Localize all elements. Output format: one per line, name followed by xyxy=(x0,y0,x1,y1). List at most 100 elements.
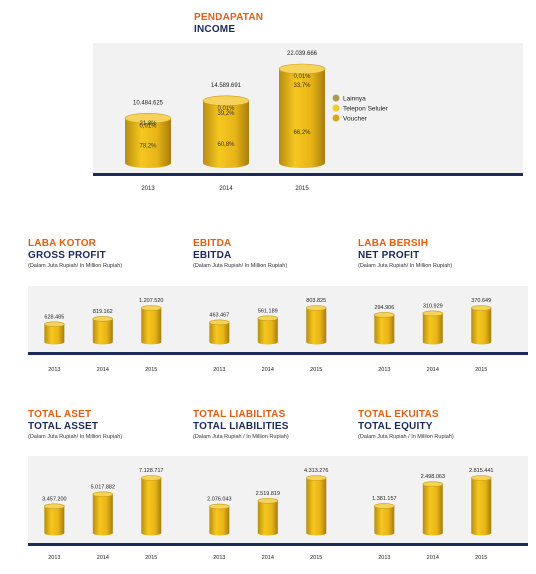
data-label: 3.457.200 xyxy=(42,496,66,502)
income-total-label: 14.589.691 xyxy=(211,83,242,89)
income-lainnya-label: 0,01% xyxy=(293,74,311,80)
income-seluler-label: 39,2% xyxy=(217,111,235,117)
income-bar xyxy=(202,95,250,168)
data-label: 819.162 xyxy=(93,309,113,315)
legend-swatch xyxy=(332,94,340,102)
bar xyxy=(257,315,279,345)
bar xyxy=(92,491,114,536)
data-label: 628.485 xyxy=(44,314,64,320)
chart-baseline xyxy=(28,352,198,355)
bar xyxy=(305,305,327,345)
small-chart-svg: 294.906 2013 310.929 2014 370.649 2015 xyxy=(374,298,492,373)
small-chart-svg: 463.467 2013 561.189 2014 803.825 2015 xyxy=(209,298,327,373)
chart-subtitle: (Dalam Juta Rupiah/ In Million Rupiah) xyxy=(358,263,453,269)
x-tick-label: 2014 xyxy=(97,367,109,373)
chart-title-id: TOTAL LIABILITAS xyxy=(193,409,286,420)
chart-title-id: TOTAL EKUITAS xyxy=(358,409,439,420)
income-voucher-label: 66,2% xyxy=(293,130,311,136)
x-tick-label: 2013 xyxy=(213,367,225,373)
income-total-label: 22.039.666 xyxy=(287,51,318,57)
bar xyxy=(209,503,230,536)
data-label: 2.076.043 xyxy=(207,497,231,503)
chart-subtitle: (Dalam Juta Rupiah / In Million Rupiah) xyxy=(193,434,289,440)
x-tick-label: 2014 xyxy=(427,367,439,373)
income-year-label: 2013 xyxy=(141,186,155,192)
legend-label: Telepon Seluler xyxy=(343,106,389,113)
income-legend: Lainnya Telepon Seluler Voucher xyxy=(332,94,389,123)
data-label: 7.128.717 xyxy=(139,468,163,474)
income-lainnya-label: 0,01% xyxy=(139,123,157,129)
x-tick-label: 2015 xyxy=(475,555,487,561)
x-tick-label: 2014 xyxy=(262,367,274,373)
data-label: 2.519.819 xyxy=(256,491,280,497)
chart-title-en: NET PROFIT xyxy=(358,250,420,261)
legend-label: Lainnya xyxy=(343,96,366,103)
data-label: 5.017.882 xyxy=(91,484,115,490)
chart-subtitle: (Dalam Juta Rupiah/ In Million Rupiah) xyxy=(28,434,123,440)
chart-title-en: TOTAL ASSET xyxy=(28,421,99,432)
x-tick-label: 2015 xyxy=(310,367,322,373)
x-tick-label: 2014 xyxy=(97,555,109,561)
x-tick-label: 2013 xyxy=(378,555,390,561)
bar xyxy=(470,475,492,536)
data-label: 310.929 xyxy=(423,303,443,309)
chart-title-en: GROSS PROFIT xyxy=(28,250,106,261)
income-baseline xyxy=(93,173,523,176)
bar xyxy=(374,503,395,536)
data-label: 561.189 xyxy=(258,308,278,314)
income-title-en: INCOME xyxy=(194,24,236,35)
data-label: 1.207.520 xyxy=(139,298,163,304)
bar xyxy=(209,319,230,345)
income-voucher-label: 60,8% xyxy=(217,142,235,148)
chart-baseline xyxy=(193,352,363,355)
data-label: 803.825 xyxy=(306,298,326,304)
chart-baseline xyxy=(358,543,528,546)
bar xyxy=(422,481,444,536)
bar xyxy=(257,498,279,536)
data-label: 2.815.441 xyxy=(469,468,493,474)
x-tick-label: 2014 xyxy=(427,555,439,561)
chart-subtitle: (Dalam Juta Rupiah / In Million Rupiah) xyxy=(358,434,454,440)
income-seluler-label: 33,7% xyxy=(293,83,311,89)
income-year-label: 2014 xyxy=(219,186,233,192)
chart-title-id: EBITDA xyxy=(193,238,232,249)
x-tick-label: 2015 xyxy=(310,555,322,561)
data-label: 463.467 xyxy=(209,312,229,318)
x-tick-label: 2013 xyxy=(48,367,60,373)
income-year-label: 2015 xyxy=(295,186,309,192)
bar xyxy=(422,310,444,345)
bar xyxy=(44,503,65,536)
chart-title-id: LABA BERSIH xyxy=(358,238,429,249)
chart-title-id: TOTAL ASET xyxy=(28,409,92,420)
x-tick-label: 2013 xyxy=(213,555,225,561)
chart-baseline xyxy=(28,543,198,546)
chart-subtitle: (Dalam Juta Rupiah/ In Million Rupiah) xyxy=(28,263,123,269)
chart-title-id: LABA KOTOR xyxy=(28,238,97,249)
bar xyxy=(92,316,114,345)
legend-label: Voucher xyxy=(343,116,368,123)
chart-title-en: EBITDA xyxy=(193,250,232,261)
bar xyxy=(44,321,65,345)
x-tick-label: 2013 xyxy=(48,555,60,561)
chart-title-en: TOTAL LIABILITIES xyxy=(193,421,289,432)
x-tick-label: 2015 xyxy=(145,367,157,373)
income-title-id: PENDAPATAN xyxy=(194,12,264,23)
bar xyxy=(470,305,492,345)
small-chart-svg: 3.457.200 2013 5.017.882 2014 7.128.717 2015 xyxy=(42,468,163,561)
data-label: 4.313.276 xyxy=(304,468,328,474)
chart-subtitle: (Dalam Juta Rupiah/ In Million Rupiah) xyxy=(193,263,288,269)
x-tick-label: 2013 xyxy=(378,367,390,373)
income-seluler-label: 21,8% xyxy=(139,121,157,127)
small-chart-svg: 2.076.043 2013 2.519.819 2014 4.313.276 2015 xyxy=(207,468,328,561)
x-tick-label: 2014 xyxy=(262,555,274,561)
legend-swatch xyxy=(332,104,340,112)
chart-title-en: TOTAL EQUITY xyxy=(358,421,433,432)
chart-baseline xyxy=(193,543,363,546)
income-bar xyxy=(278,63,326,168)
data-label: 2.498.063 xyxy=(421,474,445,480)
income-voucher-label: 78,2% xyxy=(139,144,157,150)
data-label: 1.381.157 xyxy=(372,496,396,502)
income-total-label: 10.484.625 xyxy=(133,100,164,106)
x-tick-label: 2015 xyxy=(475,367,487,373)
